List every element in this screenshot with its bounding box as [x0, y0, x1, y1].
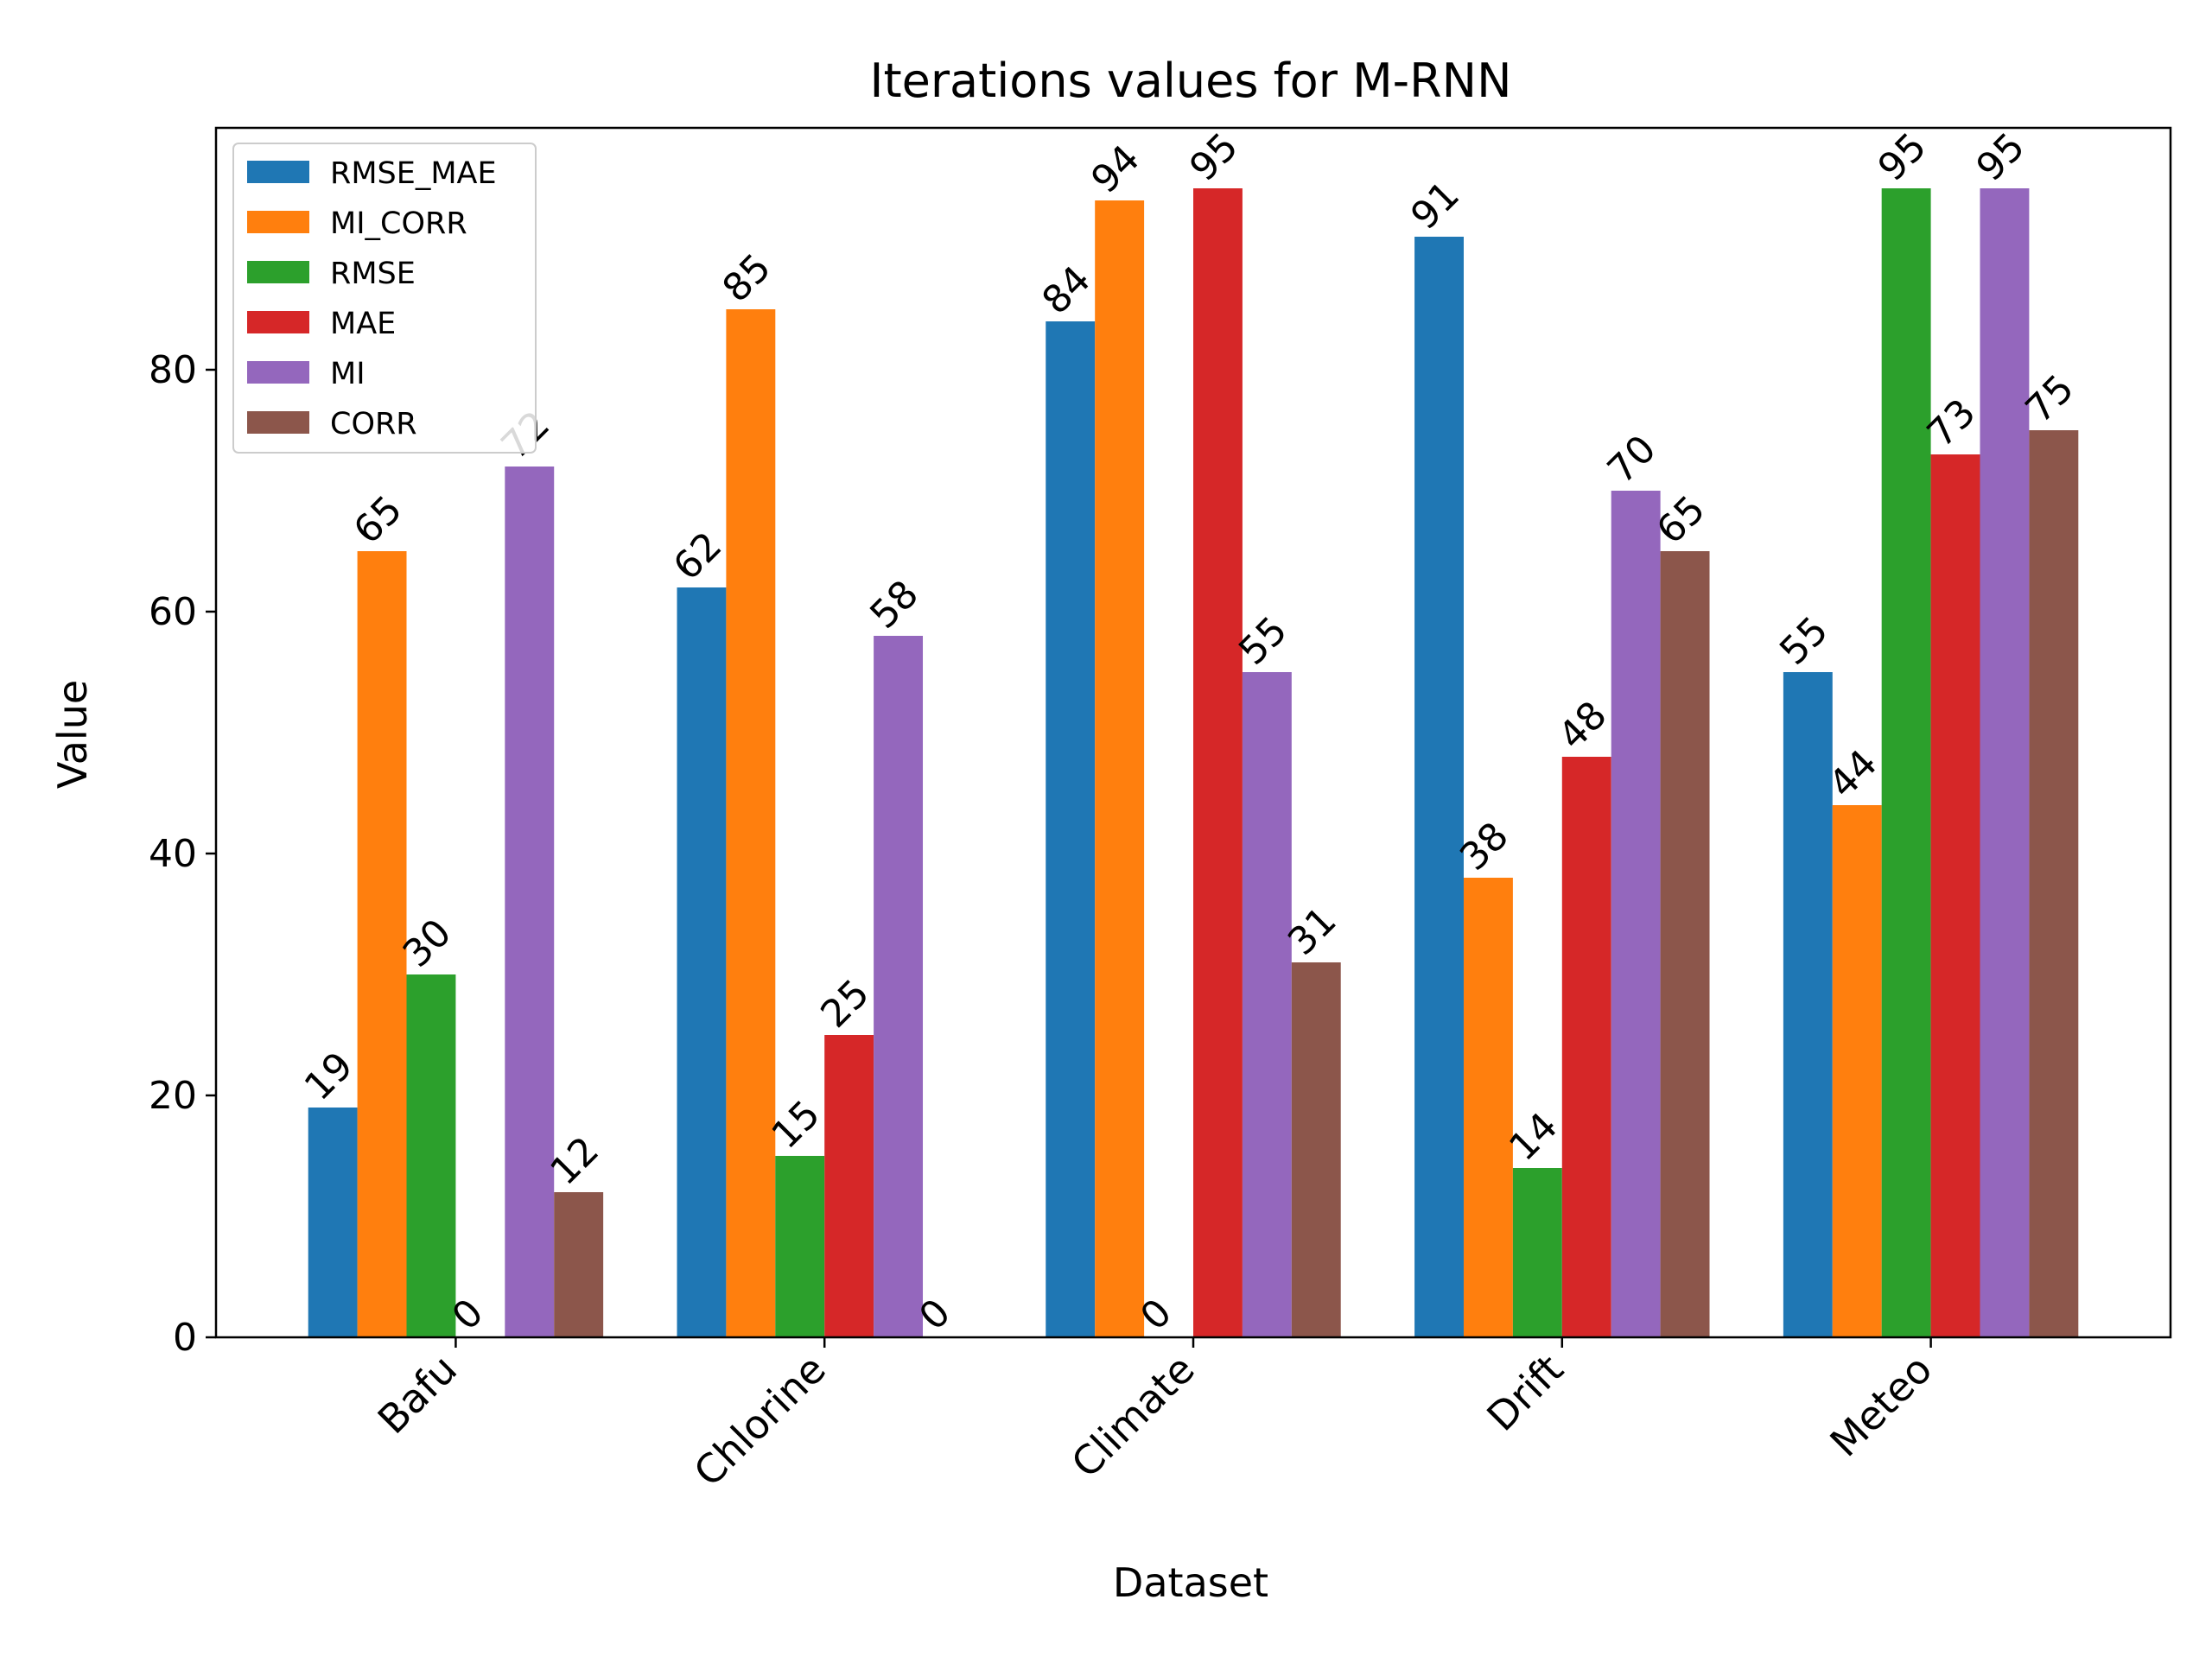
bar-rmse-chlorine	[775, 1156, 825, 1337]
y-tick-label: 40	[149, 832, 197, 876]
bar-corr-meteo	[2029, 430, 2079, 1337]
bar-corr-climate	[1291, 962, 1341, 1337]
legend-label: MI	[330, 357, 365, 391]
legend-label: CORR	[330, 407, 417, 441]
bar-mi-corr-meteo	[1832, 805, 1882, 1337]
bar-mi-chlorine	[874, 636, 924, 1337]
y-tick-label: 0	[173, 1316, 197, 1360]
legend-swatch	[247, 161, 309, 183]
bar-corr-drift	[1660, 551, 1710, 1337]
legend-label: RMSE	[330, 257, 416, 291]
bar-rmse-bafu	[406, 974, 456, 1337]
bar-mi-corr-drift	[1463, 878, 1513, 1337]
bar-mi-climate	[1242, 672, 1292, 1337]
bar-rmse-mae-bafu	[308, 1108, 358, 1337]
legend-swatch	[247, 311, 309, 333]
y-tick-label: 80	[149, 348, 197, 392]
bar-rmse-mae-drift	[1414, 237, 1464, 1337]
y-tick-label: 60	[149, 590, 197, 634]
legend-label: MI_CORR	[330, 206, 467, 241]
plot-frame	[214, 126, 2172, 1339]
bar-rmse-mae-meteo	[1783, 672, 1833, 1337]
legend-swatch	[247, 411, 309, 434]
bar-rmse-mae-chlorine	[677, 587, 727, 1337]
bar-mae-chlorine	[824, 1035, 874, 1337]
y-tick-label: 20	[149, 1074, 197, 1118]
bars-layer	[308, 188, 2079, 1337]
legend-label: MAE	[330, 307, 396, 341]
y-axis-label: Value	[49, 680, 96, 789]
legend-label: RMSE_MAE	[330, 156, 497, 191]
legend-swatch	[247, 261, 309, 283]
bar-mae-drift	[1561, 757, 1611, 1337]
bar-mi-corr-climate	[1095, 200, 1145, 1337]
y-axis: 0 20 40 60 80	[149, 348, 216, 1360]
bar-mae-meteo	[1930, 454, 1980, 1337]
bar-mi-corr-chlorine	[726, 309, 776, 1337]
bar-corr-bafu	[554, 1192, 604, 1337]
bar-mi-meteo	[1980, 188, 2030, 1337]
bar-mi-bafu	[505, 467, 555, 1337]
bar-rmse-meteo	[1881, 188, 1931, 1337]
legend-swatch	[247, 211, 309, 233]
bar-mae-climate	[1193, 188, 1243, 1337]
x-axis-label: Dataset	[1113, 1559, 1268, 1606]
bar-mi-drift	[1611, 491, 1661, 1337]
legend-swatch	[247, 361, 309, 384]
chart-title: Iterations values for M-RNN	[870, 54, 1512, 108]
bar-rmse-drift	[1512, 1168, 1562, 1337]
bar-mi-corr-bafu	[357, 551, 407, 1337]
bar-rmse-mae-climate	[1046, 321, 1096, 1337]
legend: RMSE_MAE MI_CORR RMSE MAE MI CORR	[232, 143, 537, 454]
